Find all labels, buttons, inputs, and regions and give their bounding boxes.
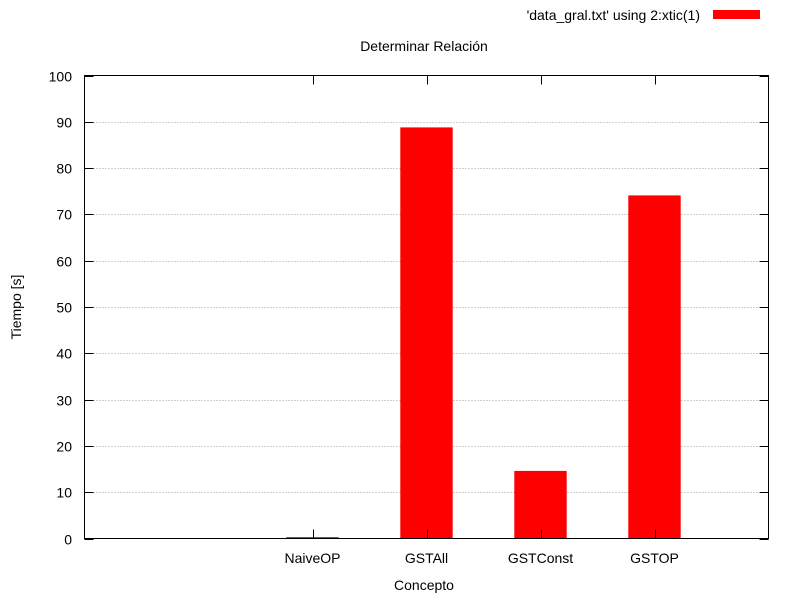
x-tick-label: GSTAll [405,550,448,566]
y-tick-label: 50 [56,300,72,316]
axis-ticks [84,75,769,540]
y-tick-label: 10 [56,485,72,501]
y-tick-label: 90 [56,115,72,131]
chart-title: Determinar Relación [360,38,488,54]
y-tick-label: 0 [64,532,72,548]
y-tick-label: 70 [56,207,72,223]
legend-label: 'data_gral.txt' using 2:xtic(1) [527,7,700,23]
y-tick-labels: 0 10 20 30 40 50 60 70 80 90 100 [49,69,73,548]
y-tick-label: 80 [56,161,72,177]
x-axis-label: Concepto [394,577,454,593]
bar [286,537,339,539]
bar [628,195,681,539]
bar [514,470,567,539]
x-tick-label: GSTConst [508,550,573,566]
bar [400,127,453,539]
x-tick-label: GSTOP [630,550,679,566]
y-tick-label: 100 [49,69,73,85]
y-axis-label: Tiempo [s] [8,275,24,340]
x-tick-label: NaiveOP [284,550,340,566]
bars [286,127,681,539]
y-tick-label: 30 [56,393,72,409]
x-tick-labels: NaiveOP GSTAll GSTConst GSTOP [284,550,678,566]
y-tick-label: 60 [56,254,72,270]
y-tick-label: 20 [56,439,72,455]
legend: 'data_gral.txt' using 2:xtic(1) [527,7,760,23]
legend-swatch [713,10,760,19]
y-tick-label: 40 [56,346,72,362]
